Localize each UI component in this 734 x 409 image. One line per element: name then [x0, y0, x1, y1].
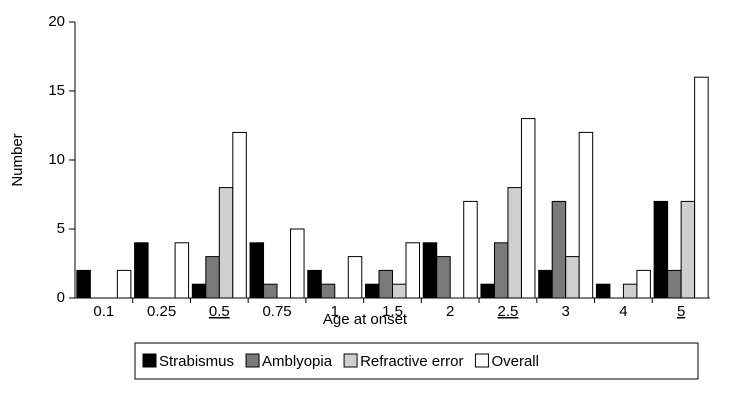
- bar: [218, 187, 234, 299]
- x-tick-label: 0.1: [93, 303, 114, 320]
- bar: [191, 283, 207, 299]
- bar: [320, 283, 336, 299]
- bar: [493, 242, 509, 299]
- bar: [653, 200, 669, 299]
- bar: [538, 269, 553, 299]
- legend-label: Amblyopia: [262, 353, 333, 370]
- bar: [694, 76, 709, 299]
- bar: [405, 242, 420, 299]
- legend-swatch: [474, 353, 489, 368]
- bar: [290, 228, 305, 299]
- bar: [622, 283, 638, 299]
- bar: [636, 269, 651, 299]
- bar: [565, 256, 580, 299]
- bar: [249, 242, 265, 299]
- x-tick-label: 0.25: [147, 303, 176, 320]
- bar: [595, 283, 611, 299]
- bar: [174, 242, 190, 299]
- x-tick-label: 2.5: [498, 303, 519, 320]
- bar: [232, 131, 247, 299]
- x-tick-label: 5: [677, 303, 685, 320]
- legend-label: Refractive error: [360, 353, 463, 370]
- bar: [520, 118, 536, 299]
- bar: [680, 200, 696, 299]
- bar: [365, 283, 380, 299]
- bar: [205, 256, 220, 299]
- bar: [378, 269, 393, 299]
- bar: [134, 242, 149, 299]
- legend-swatch: [142, 353, 157, 368]
- bar: [76, 269, 91, 299]
- x-tick-label: 0.5: [209, 303, 230, 320]
- x-axis-label: Age at onset: [323, 311, 408, 328]
- y-tick-label: 5: [57, 220, 65, 237]
- y-tick-label: 20: [48, 13, 65, 30]
- legend-box: [134, 342, 699, 380]
- y-tick-label: 0: [57, 289, 65, 306]
- legend-label: Strabismus: [159, 353, 234, 370]
- bar: [392, 283, 407, 299]
- bar: [307, 269, 322, 299]
- bar: [463, 200, 478, 299]
- y-tick-label: 15: [48, 82, 65, 99]
- x-tick-label: 1: [331, 303, 339, 320]
- legend-swatch: [245, 353, 260, 368]
- y-tick-label: 10: [48, 151, 65, 168]
- x-tick-label: 1.5: [382, 303, 403, 320]
- bar: [480, 283, 495, 299]
- legend-swatch: [343, 353, 358, 368]
- x-tick-label: 0.75: [262, 303, 291, 320]
- bar: [578, 131, 594, 299]
- bar: [422, 242, 438, 299]
- bar: [507, 187, 522, 299]
- legend-label: Overall: [491, 353, 539, 370]
- bar: [347, 256, 363, 299]
- x-tick-label: 4: [619, 303, 627, 320]
- y-axis-label: Number: [9, 133, 26, 186]
- bar: [551, 200, 567, 299]
- bar: [116, 269, 132, 299]
- bar: [436, 256, 451, 299]
- bar: [667, 269, 682, 299]
- x-tick-label: 2: [446, 303, 454, 320]
- x-tick-label: 3: [562, 303, 570, 320]
- bar: [263, 283, 278, 299]
